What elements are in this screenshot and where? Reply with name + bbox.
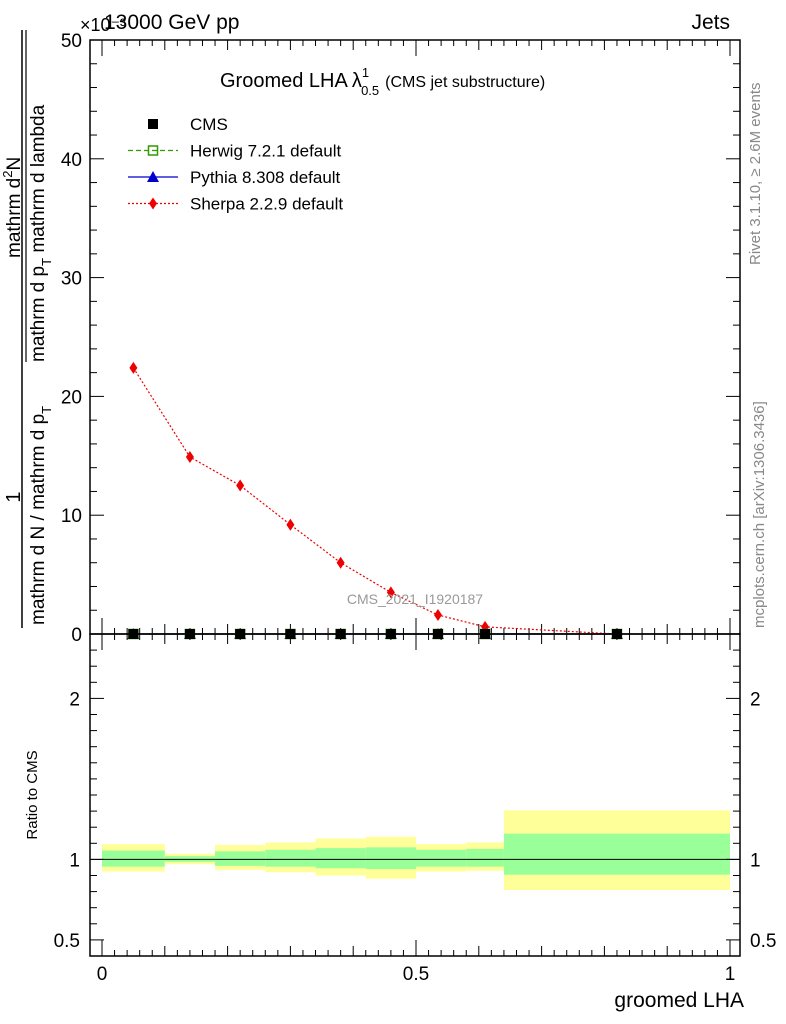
- ratio-inner-band-bin: [466, 848, 504, 867]
- ratio-tick-label: 1: [69, 850, 80, 871]
- legend-label: Pythia 8.308 default: [190, 168, 341, 187]
- legend-marker: [147, 145, 159, 156]
- ratio-inner-band-bin: [365, 847, 416, 870]
- data-point-series-3: [336, 556, 345, 569]
- ratio-tick-label: 2: [69, 689, 80, 710]
- series-line-3: [132, 367, 617, 635]
- y-label-numerator: 1: [3, 491, 25, 502]
- ratio-inner-band-bin: [416, 849, 467, 867]
- y-axis-label: 1 mathrm d N / mathrm d pT mathrm d2N ma…: [0, 30, 54, 628]
- legend-marker: [149, 197, 157, 210]
- chart-title: Groomed LHA λ1 0.5 (CMS jet substructure): [220, 65, 545, 98]
- y-tick-label: 30: [61, 269, 82, 290]
- x-tick-label: 0: [97, 964, 108, 985]
- x-axis-label: groomed LHA: [614, 989, 744, 1012]
- data-point-series-3: [129, 361, 138, 374]
- legend-label: Sherpa 2.2.9 default: [190, 195, 343, 214]
- ratio-tick-label: 0.5: [54, 931, 80, 952]
- energy-label: 13000 GeV pp: [104, 11, 239, 34]
- ratio-tick-label-right: 1: [750, 850, 761, 871]
- analysis-watermark: CMS_2021_I1920187: [347, 591, 483, 607]
- y-tick-label: 10: [61, 506, 82, 527]
- legend: CMS Herwig 7.2.1 default Pythia 8.308 defa…: [128, 115, 343, 214]
- legend-marker: [148, 119, 158, 129]
- x-tick-label: 1: [725, 964, 736, 985]
- data-point-series-3: [236, 479, 245, 492]
- y-tick-label: 50: [61, 31, 82, 52]
- main-frame: [89, 39, 741, 635]
- y-tick-label: 0: [71, 625, 82, 646]
- ratio-tick-label-right: 2: [750, 689, 761, 710]
- ratio-inner-band-bin: [315, 848, 366, 869]
- y-label-denominator: mathrm d N / mathrm d pT: [28, 406, 54, 625]
- legend-label: Herwig 7.2.1 default: [190, 142, 341, 161]
- data-point-series-3: [433, 608, 442, 621]
- y-tick-label: 20: [61, 387, 82, 408]
- ratio-inner-band-bin: [265, 849, 316, 867]
- data-point-series-3: [185, 450, 194, 463]
- ratio-panel-axes: 0 0.5 1 0.5 0.5 1 1 2 2: [54, 633, 776, 985]
- data-point-series-3: [286, 518, 295, 531]
- legend-label: CMS: [190, 115, 228, 134]
- y-label-inner-numerator: mathrm d2N: [0, 157, 25, 258]
- ratio-y-label: Ratio to CMS: [24, 750, 41, 839]
- main-panel-axes: 0 10 20 30 40 50: [61, 31, 741, 646]
- x-tick-label: 0.5: [403, 964, 429, 985]
- ratio-inner-band-bin: [215, 851, 266, 866]
- ratio-tick-label-right: 0.5: [750, 931, 776, 952]
- mcplots-label: mcplots.cern.ch [arXiv:1306.3436]: [751, 401, 768, 628]
- ratio-panel-bands: [90, 810, 740, 890]
- scale-label: ×10⁻³: [80, 15, 126, 35]
- y-label-inner-denominator: mathrm d pT mathrm d lambda: [28, 104, 54, 362]
- legend-marker: [147, 171, 159, 182]
- y-tick-label: 40: [61, 150, 82, 171]
- ratio-frame: [89, 633, 741, 957]
- category-label: Jets: [691, 11, 730, 34]
- ratio-inner-band-bin: [102, 850, 165, 867]
- ratio-inner-band-bin: [503, 833, 730, 875]
- data-point-series-3: [386, 586, 395, 599]
- rivet-label: Rivet 3.1.10, ≥ 2.6M events: [747, 83, 764, 266]
